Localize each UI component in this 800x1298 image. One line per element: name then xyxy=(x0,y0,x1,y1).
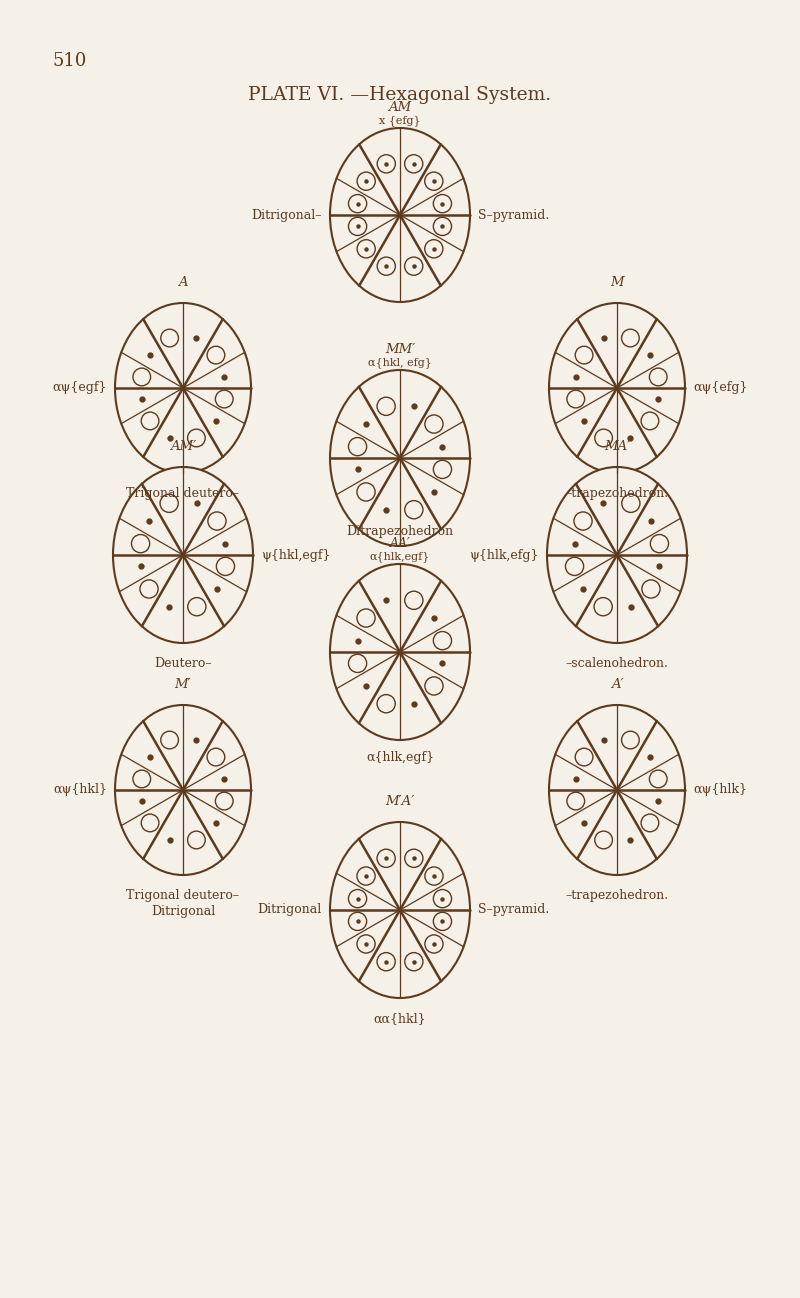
Ellipse shape xyxy=(115,302,251,472)
Text: –trapezohedron.: –trapezohedron. xyxy=(566,889,669,902)
Text: Ditrigonal: Ditrigonal xyxy=(258,903,322,916)
Text: MA′: MA′ xyxy=(604,440,630,453)
Text: Ditrigonal: Ditrigonal xyxy=(151,905,215,918)
Text: PLATE VI. —Hexagonal System.: PLATE VI. —Hexagonal System. xyxy=(249,86,551,104)
Text: AM: AM xyxy=(388,101,412,114)
Ellipse shape xyxy=(330,129,470,302)
Text: Deutero–: Deutero– xyxy=(154,657,212,670)
Text: Ditrapezohedron: Ditrapezohedron xyxy=(346,524,454,537)
Text: ψ{hlk,efg}: ψ{hlk,efg} xyxy=(470,549,539,562)
Text: Ditrigonal–: Ditrigonal– xyxy=(251,209,322,222)
Text: αψ{egf}: αψ{egf} xyxy=(53,382,107,395)
Text: MM′: MM′ xyxy=(385,343,415,356)
Text: αα{hkl}: αα{hkl} xyxy=(374,1012,426,1025)
Text: –trapezohedron.: –trapezohedron. xyxy=(566,487,669,500)
Text: Trigonal deutero–: Trigonal deutero– xyxy=(126,889,239,902)
Ellipse shape xyxy=(330,822,470,998)
Text: α{hkl, efg}: α{hkl, efg} xyxy=(368,357,432,369)
Text: ψ{hkl,egf}: ψ{hkl,egf} xyxy=(261,549,330,562)
Text: α{hlk,egf}: α{hlk,egf} xyxy=(370,552,430,562)
Text: x {efg}: x {efg} xyxy=(379,116,421,126)
Ellipse shape xyxy=(549,705,685,875)
Ellipse shape xyxy=(113,467,253,643)
Text: αψ{efg}: αψ{efg} xyxy=(693,382,747,395)
Text: αψ{hlk}: αψ{hlk} xyxy=(693,784,747,797)
Text: AM′: AM′ xyxy=(170,440,196,453)
Text: –scalenohedron.: –scalenohedron. xyxy=(566,657,669,670)
Ellipse shape xyxy=(549,302,685,472)
Text: Trigonal deutero–: Trigonal deutero– xyxy=(126,487,239,500)
Ellipse shape xyxy=(115,705,251,875)
Text: A′: A′ xyxy=(610,678,623,691)
Text: AA′: AA′ xyxy=(390,537,410,550)
Text: M′: M′ xyxy=(174,678,191,691)
Ellipse shape xyxy=(330,565,470,740)
Text: M′A′: M′A′ xyxy=(386,794,414,807)
Text: M: M xyxy=(610,276,624,289)
Ellipse shape xyxy=(547,467,687,643)
Text: S–pyramid.: S–pyramid. xyxy=(478,903,550,916)
Text: 510: 510 xyxy=(52,52,86,70)
Text: S–pyramid.: S–pyramid. xyxy=(478,209,550,222)
Text: A: A xyxy=(178,276,188,289)
Text: α{hlk,egf}: α{hlk,egf} xyxy=(366,752,434,765)
Text: αψ{hkl}: αψ{hkl} xyxy=(53,784,107,797)
Ellipse shape xyxy=(330,370,470,546)
